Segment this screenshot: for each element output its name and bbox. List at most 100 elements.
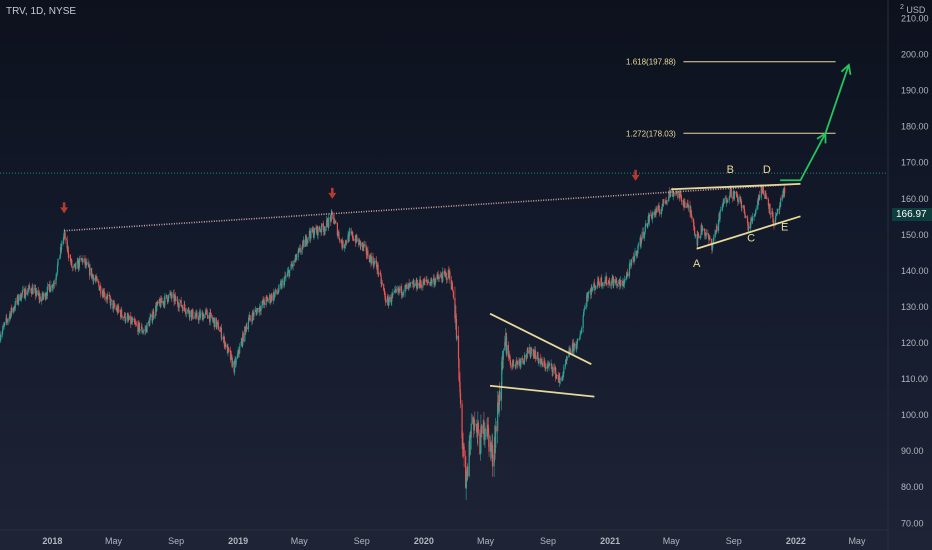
candle-body bbox=[472, 417, 474, 424]
candle-body bbox=[551, 366, 553, 372]
candle-body bbox=[570, 351, 572, 353]
candle-body bbox=[707, 233, 709, 234]
candle-body bbox=[96, 276, 98, 280]
candle-body bbox=[149, 316, 151, 320]
candle-body bbox=[28, 285, 31, 289]
candle-body bbox=[238, 349, 240, 354]
candle-body bbox=[511, 363, 514, 368]
candle-body bbox=[616, 283, 618, 287]
wedge-bottom-trendline[interactable] bbox=[696, 215, 801, 250]
candle-body bbox=[525, 354, 527, 358]
candle-body bbox=[326, 219, 328, 228]
candle-body bbox=[110, 299, 113, 301]
candle-body bbox=[588, 292, 590, 294]
candle-body bbox=[345, 242, 348, 244]
candle-body bbox=[299, 247, 301, 253]
candle-body bbox=[130, 315, 132, 324]
candle-body bbox=[685, 206, 688, 208]
candle-body bbox=[435, 279, 437, 283]
candle-body bbox=[643, 235, 645, 238]
target-path[interactable] bbox=[780, 64, 850, 182]
candle-body bbox=[19, 294, 21, 301]
candle-body bbox=[680, 195, 682, 202]
candle-body bbox=[245, 327, 247, 332]
candle-body bbox=[349, 231, 351, 233]
candle-body bbox=[481, 425, 483, 434]
candle-body bbox=[195, 312, 197, 317]
candle-body bbox=[615, 281, 617, 283]
candle-body bbox=[17, 301, 19, 303]
long-resistance-trendline[interactable] bbox=[64, 183, 801, 232]
candle-body bbox=[467, 466, 469, 477]
candle-body bbox=[719, 210, 722, 212]
candle-body bbox=[128, 315, 130, 320]
candle-body bbox=[56, 264, 59, 273]
candle-body bbox=[309, 231, 311, 236]
candle-body bbox=[334, 221, 336, 223]
candle-body bbox=[187, 309, 189, 313]
ticker-label[interactable]: TRV, 1D, NYSE bbox=[6, 6, 77, 17]
candle-body bbox=[36, 290, 38, 295]
candle-body bbox=[698, 236, 700, 238]
y-tick-label: 110.00 bbox=[901, 374, 928, 384]
candle-body bbox=[744, 213, 746, 218]
candle-body bbox=[323, 227, 325, 232]
candle-body bbox=[643, 231, 645, 238]
candle-body bbox=[600, 277, 603, 286]
wedge-top-trendline[interactable] bbox=[671, 182, 801, 191]
candle-body bbox=[292, 260, 294, 267]
candle-body bbox=[37, 290, 39, 295]
candle-body bbox=[694, 227, 696, 235]
candle-body bbox=[343, 245, 346, 248]
candle-body bbox=[392, 292, 394, 296]
candle-body bbox=[516, 361, 519, 365]
candle-body bbox=[659, 212, 661, 215]
candle-body bbox=[584, 308, 586, 310]
candle-body bbox=[755, 209, 757, 211]
candle-body bbox=[60, 243, 63, 250]
candle-body bbox=[322, 223, 324, 228]
candle-body bbox=[502, 350, 504, 360]
candle-body bbox=[721, 207, 723, 211]
candle-body bbox=[59, 254, 61, 259]
candle-body bbox=[563, 366, 565, 374]
wave-label-b: B bbox=[727, 164, 734, 176]
candle-body bbox=[690, 213, 693, 218]
candle-body bbox=[634, 250, 636, 257]
candle-body bbox=[602, 282, 604, 287]
candle-body bbox=[375, 260, 378, 268]
candle-body bbox=[90, 267, 93, 278]
candle-body bbox=[752, 216, 754, 221]
candle-body bbox=[384, 291, 386, 294]
candle-body bbox=[530, 353, 532, 357]
candle-body bbox=[95, 279, 97, 281]
candle-body bbox=[68, 254, 70, 258]
candle-body bbox=[290, 264, 293, 266]
candle-body bbox=[498, 391, 500, 413]
candle-body bbox=[20, 299, 22, 301]
candle-body bbox=[441, 276, 443, 280]
candle-body bbox=[369, 255, 372, 258]
candle-body bbox=[690, 209, 692, 214]
candle-body bbox=[302, 241, 304, 246]
candle-body bbox=[702, 228, 704, 231]
candle-body bbox=[449, 271, 451, 281]
candle-body bbox=[149, 319, 151, 326]
candle-body bbox=[456, 335, 458, 339]
candle-body bbox=[593, 283, 595, 288]
candle-body bbox=[227, 347, 230, 350]
triangle-top-trendline[interactable] bbox=[489, 312, 592, 365]
triangle-bottom-trendline[interactable] bbox=[489, 384, 595, 398]
candle-body bbox=[575, 348, 578, 350]
candle-body bbox=[556, 374, 558, 376]
candle-body bbox=[711, 244, 714, 251]
candle-body bbox=[67, 246, 69, 255]
candle-body bbox=[240, 341, 242, 347]
candle-body bbox=[451, 283, 453, 290]
candle-body bbox=[167, 295, 170, 302]
y-tick-label: 170.00 bbox=[901, 158, 929, 168]
candle-body bbox=[755, 210, 757, 214]
candle-body bbox=[520, 358, 522, 364]
